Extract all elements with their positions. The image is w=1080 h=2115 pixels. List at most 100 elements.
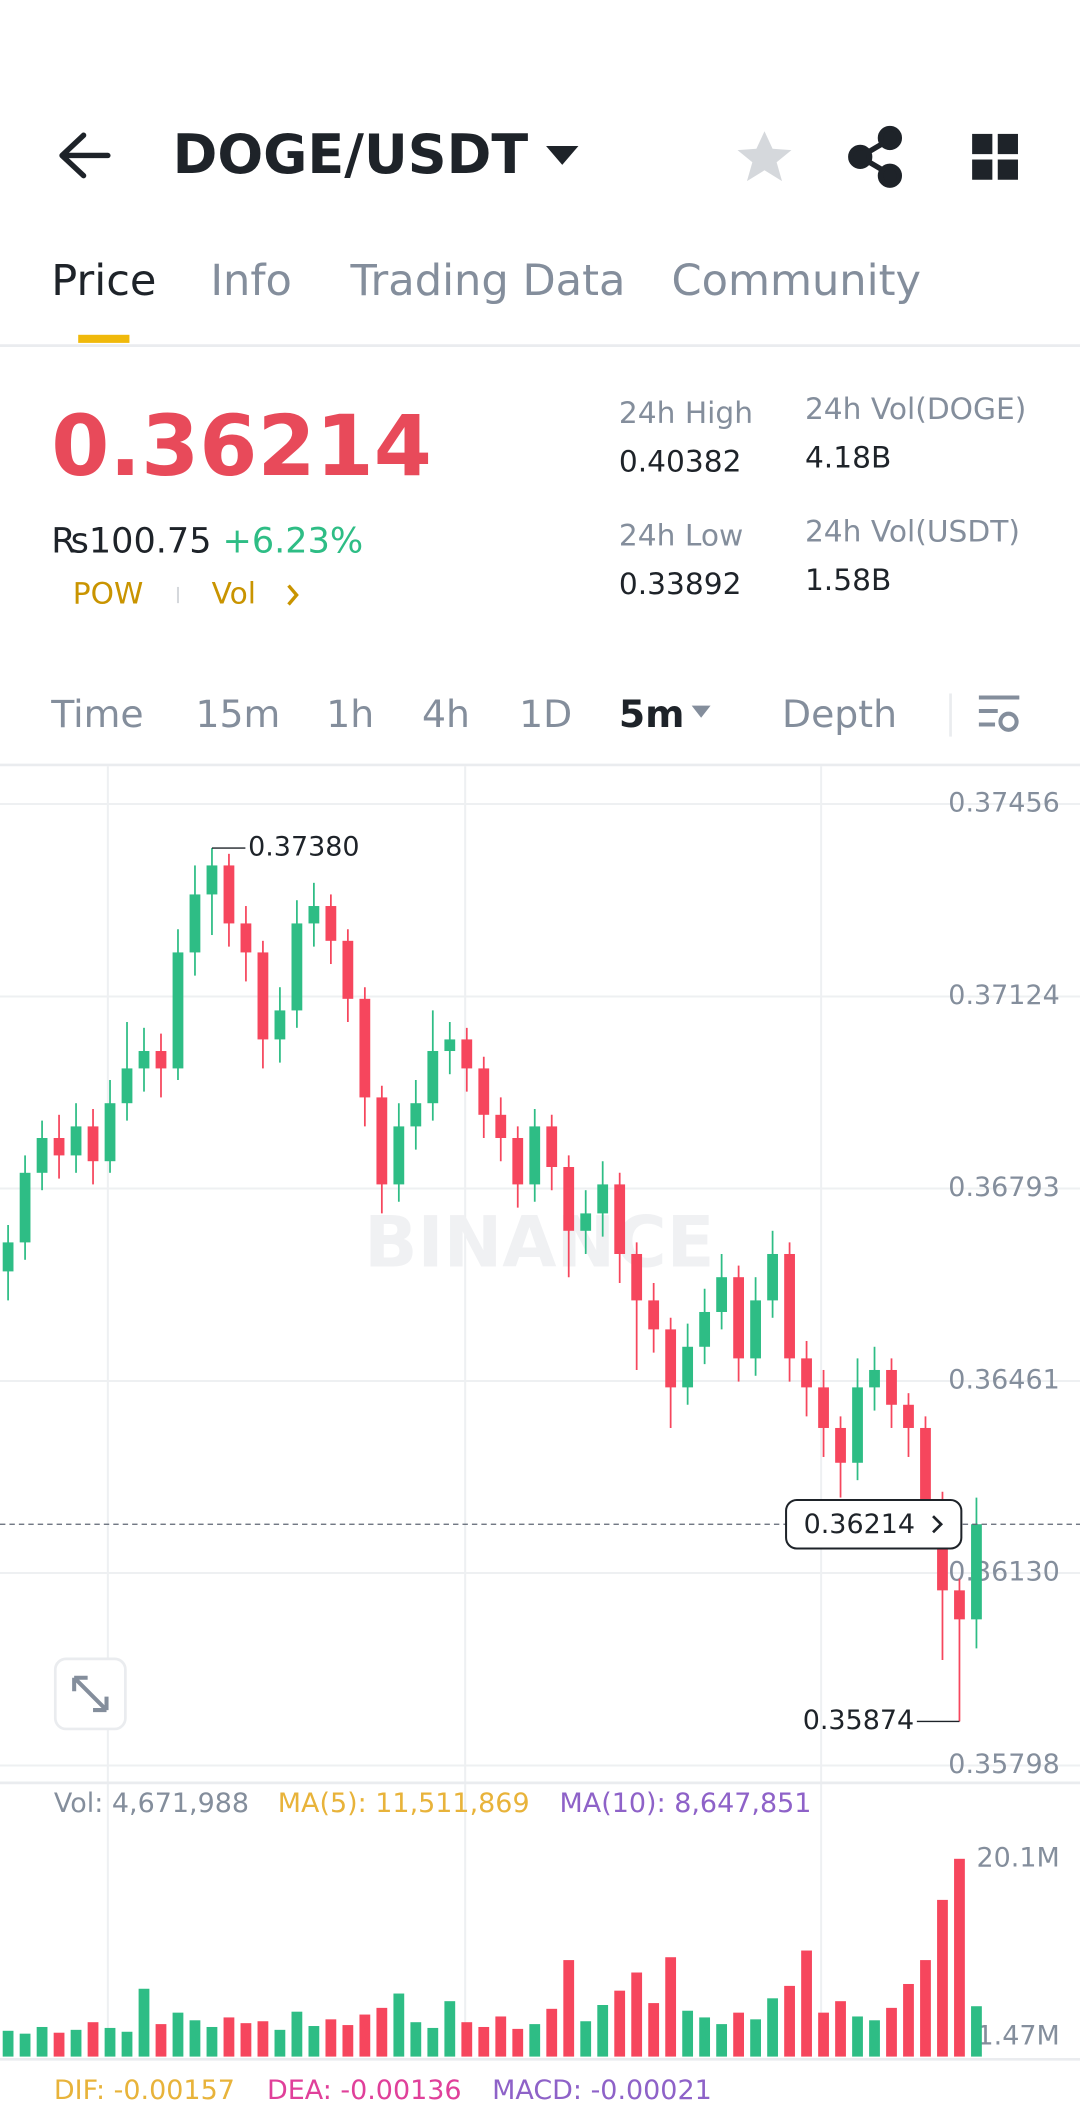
volume-bar [699, 2017, 711, 2057]
candle-body [274, 1010, 286, 1040]
candle-body [852, 1387, 863, 1463]
interval-dropdown[interactable] [691, 705, 711, 718]
candle-body [19, 1172, 31, 1243]
candle-body [478, 1068, 490, 1115]
tag[interactable]: Vol [212, 576, 256, 611]
interval[interactable]: 4h [422, 692, 470, 736]
fiat-price: ₨100.75 [51, 520, 211, 561]
volume-bar [478, 2026, 490, 2057]
tab[interactable]: Trading Data [350, 256, 626, 306]
volume-bar [801, 1950, 812, 2057]
volume-bar [784, 1985, 795, 2057]
candle-body [665, 1329, 677, 1388]
candle-body [580, 1213, 592, 1231]
interval[interactable]: 1D [519, 692, 572, 736]
volume-bar [580, 2021, 592, 2057]
volume-bar [70, 2029, 82, 2057]
price-change: +6.23% [222, 520, 363, 561]
candle-body [818, 1387, 829, 1428]
candle-body [750, 1300, 761, 1359]
tab[interactable]: Community [671, 256, 921, 306]
volume-bar [733, 2012, 744, 2057]
stat-value: 0.40382 [619, 443, 742, 478]
volume-bar [87, 2022, 99, 2057]
volume-bar [546, 2008, 558, 2057]
candle-body [427, 1051, 439, 1104]
volume-bar [818, 2012, 829, 2057]
interval[interactable]: Depth [782, 692, 897, 736]
candle-body [495, 1114, 507, 1139]
high-label: 0.37380 [248, 832, 359, 863]
menu-grid[interactable] [972, 133, 1018, 180]
volume-bar [461, 2022, 473, 2057]
candle-body [631, 1253, 643, 1301]
volume-bar [563, 1960, 575, 2057]
interval[interactable]: Time [50, 692, 143, 736]
candle-body [240, 923, 252, 953]
interval-active[interactable]: 5m [619, 692, 685, 736]
volume-bar [597, 2005, 609, 2057]
stat-value: 0.33892 [619, 566, 742, 601]
volume-bar [359, 2014, 371, 2057]
volume-bar [393, 1993, 405, 2057]
last-price-arrow [932, 1515, 944, 1534]
back-button[interactable] [59, 132, 111, 179]
interval[interactable]: 1h [326, 692, 374, 736]
volume-legend: Vol: 4,671,988 [54, 1788, 249, 1819]
candle-body [886, 1369, 897, 1405]
candle-body [444, 1039, 456, 1052]
stat-label: 24h Low [619, 518, 743, 553]
tab-indicator [78, 334, 130, 343]
volume-legend: MA(10): 8,647,851 [560, 1788, 812, 1819]
low-label: 0.35874 [803, 1705, 914, 1736]
candle-body [359, 998, 371, 1098]
tab-active[interactable]: Price [51, 256, 156, 306]
volume-bar [325, 2019, 337, 2057]
volume-bar [665, 1957, 677, 2057]
volume-bar [716, 2024, 728, 2057]
volume-bar [427, 2027, 439, 2057]
vertical-grid [106, 766, 823, 2057]
volume-bar [104, 2027, 116, 2057]
volume-bar [682, 2010, 694, 2057]
watermark: BINANCE [364, 1202, 714, 1284]
expand-button[interactable] [53, 1657, 127, 1731]
volume-bar [614, 1990, 626, 2057]
candle-body [716, 1277, 728, 1312]
candle-body [36, 1138, 48, 1173]
share-button[interactable] [848, 125, 903, 188]
macd-legend: DIF: -0.00157 [54, 2075, 235, 2106]
tab[interactable]: Info [210, 256, 292, 306]
chart-settings[interactable] [978, 695, 1020, 732]
volume-bar [172, 2012, 184, 2057]
volume-legend: MA(5): 11,511,869 [278, 1788, 530, 1819]
macd-legend: DEA: -0.00136 [267, 2075, 462, 2106]
candle-body [869, 1369, 880, 1388]
volume-tick-label: 20.1M [976, 1842, 1059, 1873]
volume-bar [869, 2020, 880, 2057]
volume-bar [189, 2020, 201, 2057]
volume-bar [121, 2031, 133, 2057]
stat-value: 1.58B [805, 562, 891, 597]
y-tick-label: 0.35798 [948, 1749, 1059, 1780]
pair-dropdown[interactable] [546, 146, 579, 165]
interval[interactable]: 15m [196, 692, 281, 736]
volume-bar [53, 2032, 65, 2057]
volume-bar [903, 1983, 914, 2057]
pair-title[interactable]: DOGE/USDT [173, 123, 529, 186]
last-price-box [785, 1498, 963, 1550]
candle-body [223, 865, 235, 924]
volume-bar [206, 2026, 218, 2057]
candle-body [410, 1103, 422, 1127]
candle-body [342, 940, 354, 999]
favorite-star[interactable] [737, 131, 792, 182]
volume-bar [274, 2029, 286, 2057]
candle-body [801, 1358, 812, 1388]
volume-tick-label: 1.47M [976, 2020, 1059, 2051]
candle-body [53, 1138, 65, 1156]
tag[interactable]: POW [73, 576, 144, 611]
volume-bar [529, 2024, 541, 2057]
stat-label: 24h Vol(USDT) [805, 514, 1020, 549]
candle-body [206, 865, 218, 895]
